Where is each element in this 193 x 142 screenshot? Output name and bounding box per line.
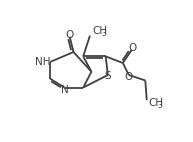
Text: S: S <box>105 71 112 81</box>
Text: O: O <box>66 30 74 39</box>
Text: O: O <box>125 72 133 82</box>
Text: CH: CH <box>148 98 163 108</box>
Text: 3: 3 <box>101 29 106 38</box>
Text: O: O <box>128 43 136 53</box>
Text: 3: 3 <box>157 101 162 110</box>
Text: NH: NH <box>35 57 50 67</box>
Text: CH: CH <box>92 26 107 36</box>
Text: N: N <box>61 85 68 95</box>
